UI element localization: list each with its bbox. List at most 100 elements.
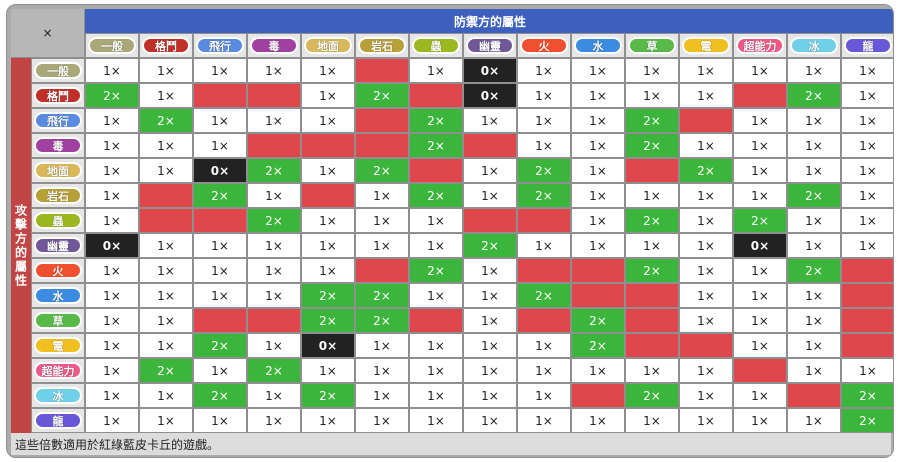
multiplier-cell: 1×: [787, 108, 841, 133]
type-pill[interactable]: 龍: [844, 37, 892, 54]
attack-type-header-cell: 毒: [31, 133, 85, 158]
multiplier-cell: [625, 158, 679, 183]
type-pill[interactable]: 冰: [790, 37, 838, 54]
multiplier-cell: 1×: [409, 58, 463, 83]
type-pill[interactable]: 超能力: [736, 37, 784, 54]
multiplier-cell: 1×: [139, 383, 193, 408]
multiplier-cell: 1×: [517, 108, 571, 133]
type-pill[interactable]: 岩石: [34, 187, 82, 204]
multiplier-cell: 1×: [733, 383, 787, 408]
multiplier-cell: 1×: [139, 283, 193, 308]
multiplier-cell: 2×: [355, 308, 409, 333]
type-pill[interactable]: 火: [34, 262, 82, 279]
multiplier-cell: [247, 83, 301, 108]
type-pill[interactable]: 毒: [250, 37, 298, 54]
multiplier-cell: 1×: [733, 183, 787, 208]
type-pill[interactable]: 一般: [88, 37, 136, 54]
multiplier-cell: 2×: [139, 358, 193, 383]
multiplier-cell: 2×: [787, 83, 841, 108]
multiplier-cell: 1×: [355, 333, 409, 358]
multiplier-cell: 1×: [733, 308, 787, 333]
type-pill[interactable]: 毒: [34, 137, 82, 154]
type-pill[interactable]: 冰: [34, 387, 82, 404]
multiplier-cell: 2×: [571, 333, 625, 358]
type-pill[interactable]: 電: [682, 37, 730, 54]
type-chart-panel: × 防禦方的屬性 攻擊方的屬性 一般 格鬥 飛行毒地面 岩石蟲幽靈火水草電超能力冰龍一…: [6, 4, 894, 458]
multiplier-cell: 1×: [85, 333, 139, 358]
multiplier-cell: 1×: [517, 83, 571, 108]
multiplier-cell: 1×: [571, 408, 625, 433]
type-pill[interactable]: 龍: [34, 412, 82, 429]
multiplier-cell: 1×: [247, 408, 301, 433]
type-pill[interactable]: 一般: [34, 62, 82, 79]
multiplier-cell: 1×: [409, 408, 463, 433]
type-pill[interactable]: 飛行: [34, 112, 82, 129]
multiplier-cell: 1×: [679, 208, 733, 233]
attack-type-header-cell: 電: [31, 333, 85, 358]
multiplier-cell: 1×: [409, 233, 463, 258]
multiplier-cell: 1×: [571, 83, 625, 108]
multiplier-cell: [463, 133, 517, 158]
multiplier-cell: 1×: [463, 383, 517, 408]
multiplier-cell: [625, 308, 679, 333]
type-pill[interactable]: 草: [628, 37, 676, 54]
multiplier-cell: 1×: [841, 208, 893, 233]
multiplier-cell: 1×: [841, 133, 893, 158]
attack-type-header-cell: 龍: [31, 408, 85, 433]
multiplier-cell: 1×: [193, 408, 247, 433]
type-pill[interactable]: 飛行: [196, 37, 244, 54]
multiplier-cell: 1×: [409, 358, 463, 383]
multiplier-cell: 1×: [409, 383, 463, 408]
type-pill[interactable]: 岩石: [358, 37, 406, 54]
multiplier-cell: 1×: [301, 108, 355, 133]
multiplier-cell: 1×: [85, 158, 139, 183]
multiplier-cell: [571, 258, 625, 283]
type-pill[interactable]: 地面: [34, 162, 82, 179]
multiplier-cell: 2×: [355, 83, 409, 108]
multiplier-cell: 1×: [841, 183, 893, 208]
type-pill[interactable]: 蟲: [34, 212, 82, 229]
attack-type-header-cell: 火: [31, 258, 85, 283]
multiplier-cell: 1×: [571, 233, 625, 258]
multiplier-cell: 1×: [85, 208, 139, 233]
multiplier-cell: 2×: [571, 308, 625, 333]
multiplier-cell: 1×: [139, 308, 193, 333]
multiplier-cell: 2×: [625, 133, 679, 158]
type-pill[interactable]: 格鬥: [34, 87, 82, 104]
type-pill[interactable]: 電: [34, 337, 82, 354]
multiplier-cell: 1×: [139, 333, 193, 358]
type-pill[interactable]: 格鬥: [142, 37, 190, 54]
defense-type-header-cell: 格鬥: [139, 33, 193, 58]
type-pill[interactable]: 蟲: [412, 37, 460, 54]
type-pill[interactable]: 幽靈: [466, 37, 514, 54]
multiplier-cell: 1×: [139, 133, 193, 158]
multiplier-cell: 1×: [139, 83, 193, 108]
multiplier-cell: 1×: [625, 233, 679, 258]
multiplier-cell: 1×: [787, 308, 841, 333]
multiplier-cell: 1×: [463, 108, 517, 133]
type-pill[interactable]: 地面: [304, 37, 352, 54]
multiplier-cell: 1×: [679, 58, 733, 83]
multiplier-cell: 1×: [625, 183, 679, 208]
table-corner: ×: [11, 9, 85, 58]
type-pill[interactable]: 水: [574, 37, 622, 54]
type-pill[interactable]: 草: [34, 312, 82, 329]
multiplier-cell: 1×: [517, 133, 571, 158]
multiplier-cell: 2×: [625, 258, 679, 283]
multiplier-cell: 1×: [517, 408, 571, 433]
type-pill[interactable]: 超能力: [34, 362, 82, 379]
multiplier-cell: 1×: [733, 158, 787, 183]
type-pill[interactable]: 水: [34, 287, 82, 304]
defense-type-header-cell: 水: [571, 33, 625, 58]
multiplier-cell: 1×: [679, 258, 733, 283]
multiplier-cell: 1×: [679, 233, 733, 258]
multiplier-cell: [841, 258, 893, 283]
type-pill[interactable]: 火: [520, 37, 568, 54]
multiplier-cell: 1×: [679, 308, 733, 333]
multiplier-cell: 1×: [301, 258, 355, 283]
attack-type-header-cell: 幽靈: [31, 233, 85, 258]
attack-type-header-cell: 岩石: [31, 183, 85, 208]
multiplier-cell: 1×: [787, 208, 841, 233]
type-pill[interactable]: 幽靈: [34, 237, 82, 254]
defense-type-header-cell: 超能力: [733, 33, 787, 58]
